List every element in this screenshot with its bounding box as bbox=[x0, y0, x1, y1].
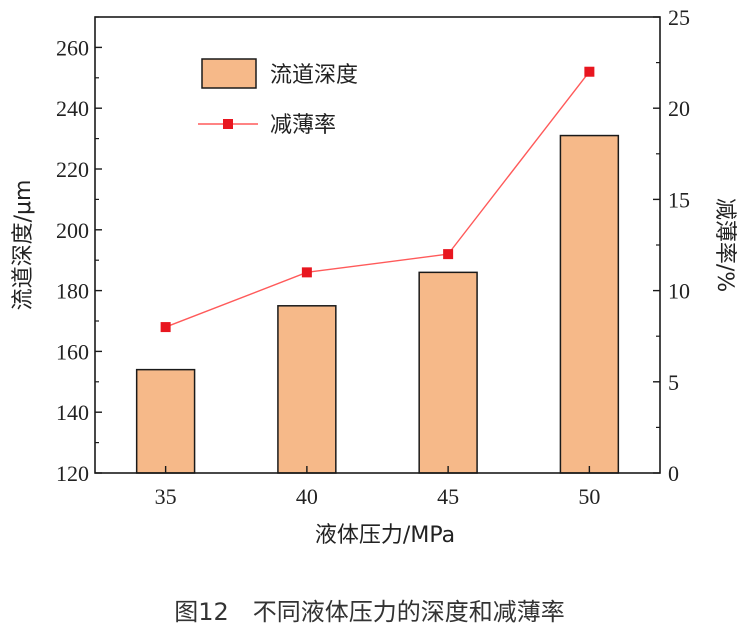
tick-labels: 120 140 160 180 200 220 240 260 0 5 10 15 20 25 35 40 45… bbox=[56, 5, 690, 509]
bar bbox=[135, 368, 196, 474]
right-tick-label: 5 bbox=[668, 370, 679, 395]
left-tick-label: 140 bbox=[56, 400, 89, 425]
line-point bbox=[301, 267, 312, 278]
right-tick-label: 0 bbox=[668, 461, 679, 486]
left-tick-label: 120 bbox=[56, 461, 89, 486]
legend-bar-label: 流道深度 bbox=[270, 63, 358, 88]
bar bbox=[418, 271, 478, 474]
legend-bar-swatch bbox=[201, 58, 257, 89]
right-tick-label: 25 bbox=[668, 5, 690, 30]
bar bbox=[277, 305, 337, 474]
axes bbox=[94, 16, 661, 474]
x-axis-title: 液体压力/MPa bbox=[315, 523, 455, 548]
right-tick-label: 20 bbox=[668, 96, 690, 121]
x-tick-label: 45 bbox=[437, 484, 459, 509]
y-axis-title-right: 减薄率/% bbox=[712, 198, 737, 292]
left-tick-label: 240 bbox=[56, 96, 89, 121]
x-tick-label: 35 bbox=[155, 484, 177, 509]
left-tick-label: 160 bbox=[56, 339, 89, 364]
line-path bbox=[165, 71, 590, 328]
legend-line-marker bbox=[223, 119, 233, 129]
line-point bbox=[584, 66, 595, 77]
left-tick-label: 220 bbox=[56, 157, 89, 182]
right-tick-label: 10 bbox=[668, 279, 690, 304]
figure-caption: 图12 不同液体压力的深度和减薄率 bbox=[174, 598, 565, 626]
line-point bbox=[160, 322, 171, 333]
left-tick-label: 180 bbox=[56, 279, 89, 304]
left-tick-label: 200 bbox=[56, 218, 89, 243]
x-tick-label: 40 bbox=[296, 484, 318, 509]
line-point bbox=[443, 249, 454, 260]
legend-line-label: 减薄率 bbox=[270, 113, 336, 138]
bar-series bbox=[135, 134, 620, 474]
left-tick-label: 260 bbox=[56, 35, 89, 60]
chart: 120 140 160 180 200 220 240 260 0 5 10 15 20 25 35 40 45… bbox=[11, 5, 737, 548]
x-tick-label: 50 bbox=[578, 484, 600, 509]
right-tick-label: 15 bbox=[668, 187, 690, 212]
y-axis-title-left: 流道深度/μm bbox=[11, 180, 36, 311]
bar bbox=[559, 134, 620, 474]
line-series bbox=[160, 66, 595, 333]
